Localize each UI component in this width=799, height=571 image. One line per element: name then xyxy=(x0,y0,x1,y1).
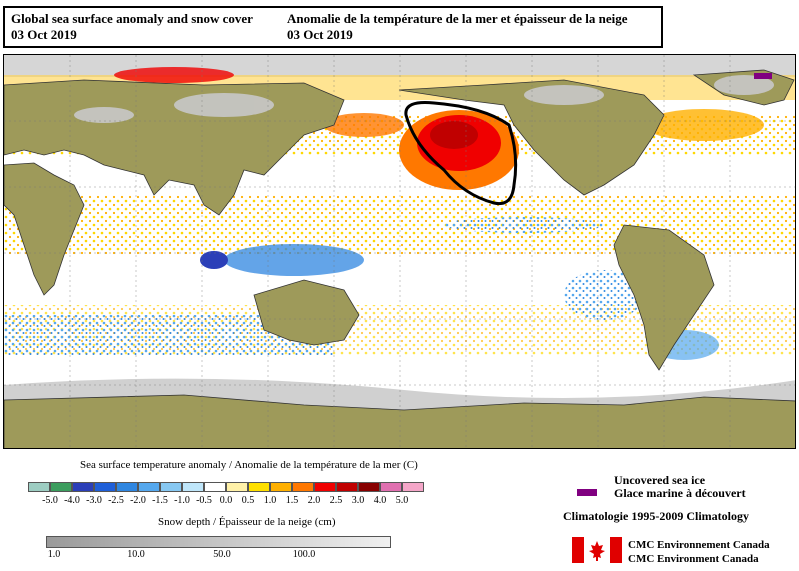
sst-tick: 2.0 xyxy=(307,495,321,506)
sst-swatch xyxy=(336,482,358,492)
title-box: Global sea surface anomaly and snow cove… xyxy=(3,6,663,48)
sst-tick: 5.0 xyxy=(395,495,409,506)
sst-tick: -3.0 xyxy=(86,495,102,506)
sst-tick: -1.5 xyxy=(152,495,168,506)
snow-depth-scale xyxy=(46,536,391,548)
map-frame xyxy=(3,54,796,449)
sst-tick: -0.5 xyxy=(196,495,212,506)
title-french-line1: Anomalie de la température de la mer et … xyxy=(287,11,628,26)
legend: Sea surface temperature anomaly / Anomal… xyxy=(0,450,799,571)
sst-tick: -5.0 xyxy=(42,495,58,506)
sst-tick: -2.5 xyxy=(108,495,124,506)
sst-swatch xyxy=(50,482,72,492)
snow-tick: 100.0 xyxy=(292,549,316,560)
sst-tick: -1.0 xyxy=(174,495,190,506)
sst-swatch xyxy=(248,482,270,492)
hand-drawn-circle-annotation xyxy=(404,101,518,206)
north-america xyxy=(398,79,665,196)
title-french: Anomalie de la température de la mer et … xyxy=(287,11,627,43)
sst-swatch xyxy=(292,482,314,492)
sst-swatch xyxy=(72,482,94,492)
canada-flag-icon xyxy=(572,537,622,563)
sst-swatch xyxy=(358,482,380,492)
sst-swatch xyxy=(402,482,424,492)
sst-tick: 1.5 xyxy=(285,495,299,506)
sst-swatch xyxy=(28,482,50,492)
sst-tick: -2.0 xyxy=(130,495,146,506)
sst-swatch xyxy=(182,482,204,492)
sst-swatch xyxy=(226,482,248,492)
agency-name-fr: CMC Environnement Canada xyxy=(628,539,770,551)
sst-swatch xyxy=(204,482,226,492)
sst-tick: 1.0 xyxy=(263,495,277,506)
antarctica xyxy=(4,394,795,448)
snow-tick: 1.0 xyxy=(47,549,61,560)
sst-swatch xyxy=(94,482,116,492)
snow-tick: 10.0 xyxy=(127,549,145,560)
africa xyxy=(4,162,85,296)
sst-tick: -4.0 xyxy=(64,495,80,506)
sea-ice-swatch xyxy=(577,489,597,496)
indonesian-cool-anomaly xyxy=(224,244,364,276)
south-america xyxy=(613,224,715,371)
sst-tick: 2.5 xyxy=(329,495,343,506)
graticule xyxy=(4,55,795,448)
title-english-date: 03 Oct 2019 xyxy=(11,27,77,42)
sst-swatch xyxy=(138,482,160,492)
title-french-date: 03 Oct 2019 xyxy=(287,27,353,42)
agency-name-en: CMC Environment Canada xyxy=(628,553,759,565)
sst-tick: 4.0 xyxy=(373,495,387,506)
australia xyxy=(253,279,360,346)
sst-scale-label: Sea surface temperature anomaly / Anomal… xyxy=(80,459,418,471)
sst-swatch xyxy=(270,482,292,492)
sst-swatch xyxy=(116,482,138,492)
climatology-note: Climatologie 1995-2009 Climatology xyxy=(563,509,749,523)
sst-tick: 0.5 xyxy=(241,495,255,506)
sst-tick: 0.0 xyxy=(219,495,233,506)
sst-anomaly-map xyxy=(4,55,795,448)
snow-scale-label: Snow depth / Épaisseur de la neige (cm) xyxy=(158,516,336,528)
snow-cover xyxy=(74,75,774,123)
snow-tick: 50.0 xyxy=(213,549,231,560)
title-english-line1: Global sea surface anomaly and snow cove… xyxy=(11,11,253,26)
title-english: Global sea surface anomaly and snow cove… xyxy=(11,11,253,43)
sst-swatch xyxy=(314,482,336,492)
sst-swatch xyxy=(160,482,182,492)
sst-tick: 3.0 xyxy=(351,495,365,506)
ice-label-fr: Glace marine à découvert xyxy=(614,486,746,500)
ice-label-en: Uncovered sea ice xyxy=(614,473,706,487)
uncovered-sea-ice-patch xyxy=(754,73,772,79)
sst-swatch xyxy=(380,482,402,492)
